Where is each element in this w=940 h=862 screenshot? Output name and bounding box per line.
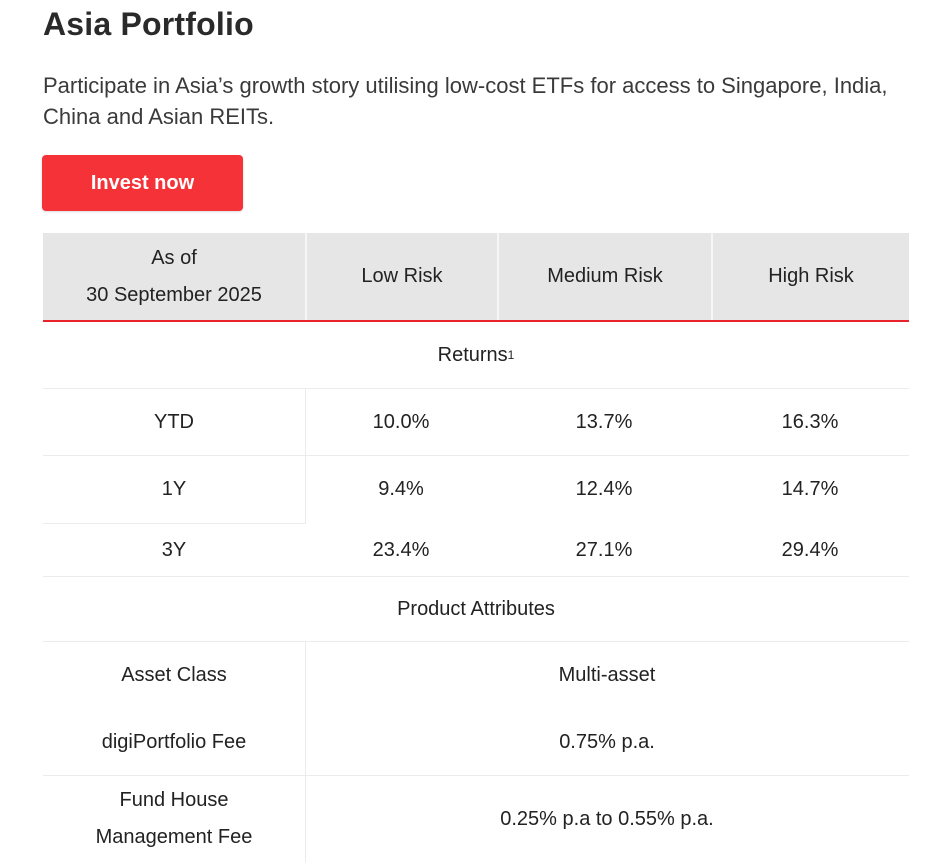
- low-risk-value: 23.4%: [372, 538, 430, 561]
- table-row: 3Y 23.4% 27.1% 29.4%: [43, 524, 909, 576]
- attribute-label: Asset Class: [121, 663, 227, 686]
- table-row: Asset Class Multi-asset: [43, 642, 909, 708]
- table-row: digiPortfolio Fee 0.75% p.a.: [43, 709, 909, 775]
- as-of-date: 30 September 2025: [86, 283, 262, 306]
- as-of-label: As of: [151, 246, 197, 269]
- divider: [43, 523, 305, 524]
- divider: [305, 642, 306, 862]
- row-label: 3Y: [161, 538, 187, 561]
- table-row: YTD 10.0% 13.7% 16.3%: [43, 389, 909, 455]
- attribute-label: digiPortfolio Fee: [101, 730, 247, 753]
- high-risk-value: 16.3%: [781, 410, 839, 433]
- attribute-label: Fund House Management Fee: [43, 776, 305, 862]
- low-risk-value: 10.0%: [372, 410, 430, 433]
- row-label: 1Y: [161, 478, 187, 500]
- invest-now-button[interactable]: Invest now: [42, 155, 243, 211]
- medium-risk-value: 12.4%: [575, 478, 633, 500]
- attribute-label-line: Fund House: [119, 789, 229, 811]
- page-title: Asia Portfolio: [43, 6, 254, 42]
- high-risk-value: 14.7%: [781, 478, 839, 500]
- attribute-value: 0.25% p.a to 0.55% p.a.: [500, 807, 714, 830]
- divider: [305, 389, 306, 524]
- attribute-value: Multi-asset: [558, 663, 656, 686]
- table-row: 1Y 9.4% 12.4% 14.7%: [43, 456, 909, 523]
- table-row: Fund House Management Fee 0.25% p.a to 0…: [43, 776, 909, 862]
- low-risk-value: 9.4%: [378, 478, 424, 500]
- divider: [43, 388, 909, 389]
- as-of-header: As of 30 September 2025: [43, 233, 305, 320]
- high-risk-value: 29.4%: [781, 538, 839, 561]
- product-attributes-title: Product Attributes: [397, 597, 555, 620]
- divider: [43, 641, 909, 642]
- divider: [43, 576, 909, 577]
- returns-section-title: Returns 1: [437, 343, 515, 366]
- page-description: Participate in Asia’s growth story utili…: [43, 73, 888, 129]
- product-attributes-section-title: Product Attributes: [43, 577, 909, 641]
- returns-title: Returns: [437, 343, 508, 366]
- medium-risk-value: 27.1%: [575, 538, 633, 561]
- column-header-high-risk: High Risk: [711, 233, 909, 320]
- divider: [43, 775, 909, 776]
- table-header-row: As of 30 September 2025 Low Risk Medium …: [43, 233, 909, 322]
- column-header-low-risk: Low Risk: [305, 233, 497, 320]
- row-label: YTD: [154, 410, 194, 433]
- column-header-medium-risk: Medium Risk: [497, 233, 711, 320]
- attribute-label-line: Management Fee: [95, 826, 253, 848]
- attribute-value: 0.75% p.a.: [559, 730, 655, 753]
- medium-risk-value: 13.7%: [575, 410, 633, 433]
- divider: [43, 455, 909, 456]
